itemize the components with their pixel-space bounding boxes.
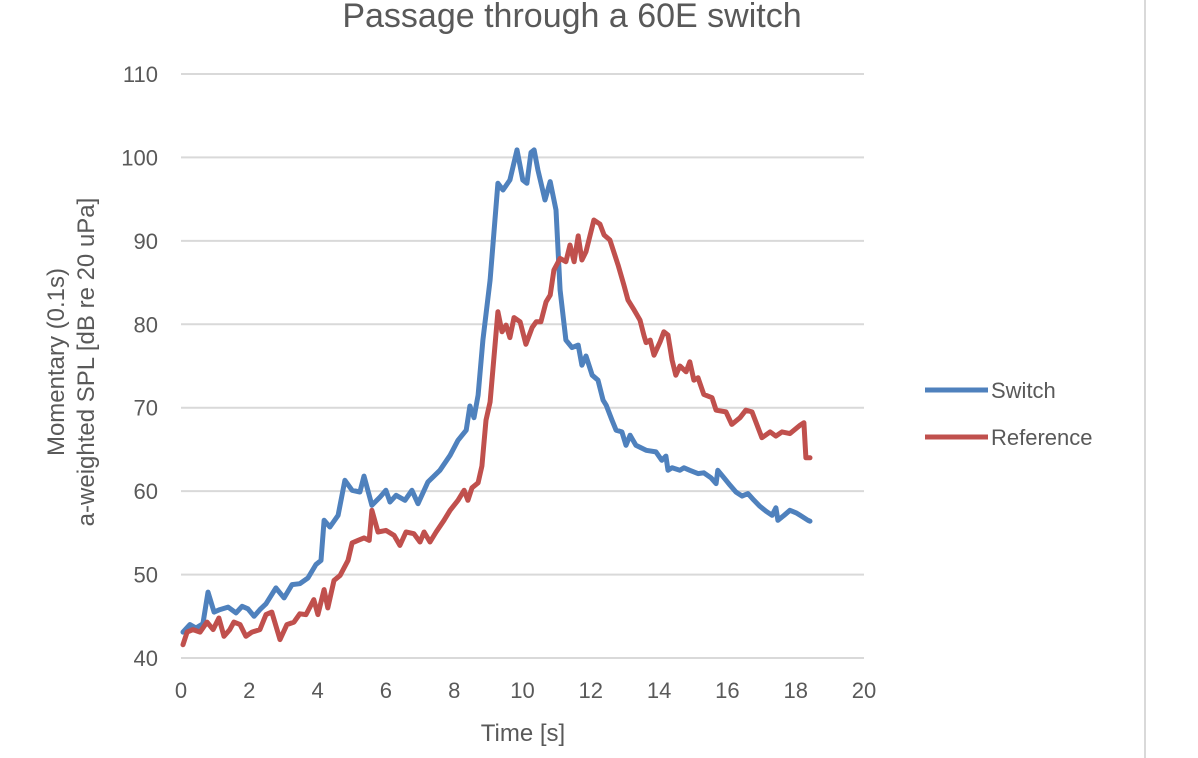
y-tick-label: 90 [134,229,158,254]
x-tick-label: 6 [380,678,392,703]
x-tick-label: 0 [175,678,187,703]
x-tick-label: 18 [783,678,807,703]
x-axis-title: Time [s] [481,720,565,747]
y-tick-label: 100 [121,145,158,170]
x-tick-label: 16 [715,678,739,703]
y-axis-title-line1: Momentary (0.1s) [43,268,70,456]
y-tick-label: 70 [134,396,158,421]
y-tick-label: 50 [134,563,158,588]
x-tick-label: 8 [448,678,460,703]
x-tick-label: 4 [311,678,323,703]
chart-title: Passage through a 60E switch [342,0,801,35]
x-tick-label: 2 [243,678,255,703]
x-tick-label: 12 [579,678,603,703]
series-line-reference [180,217,813,648]
legend-label-switch: Switch [991,378,1056,403]
y-tick-label: 110 [123,62,158,87]
x-tick-label: 14 [647,678,671,703]
y-tick-label: 80 [134,312,158,337]
x-tick-label: 20 [852,678,876,703]
x-tick-label: 10 [510,678,534,703]
y-tick-label: 40 [134,646,158,671]
y-tick-label: 60 [134,479,158,504]
series-line-switch [180,147,813,635]
y-axis-title-line2: a-weighted SPL [dB re 20 uPa] [73,198,100,527]
legend-label-reference: Reference [991,425,1093,450]
